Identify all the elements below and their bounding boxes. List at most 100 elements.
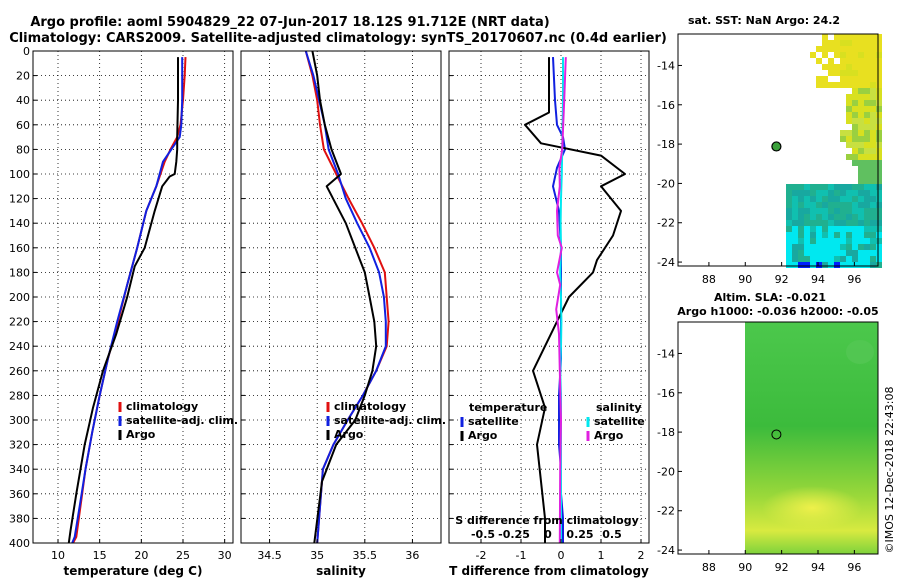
sst-pixel [846, 190, 852, 196]
sst-pixel [858, 256, 864, 262]
sst-pixel [876, 250, 882, 256]
sst-pixel [822, 46, 828, 52]
sst-pixel [870, 100, 876, 106]
sst-pixel [864, 142, 870, 148]
sst-pixel [864, 46, 870, 52]
salinity-panel: 34.5 35 35.5 36 salinity climatologysatellite… [240, 50, 446, 578]
sst-pixel [846, 154, 852, 160]
sst-pixel [840, 136, 846, 142]
sst-pixel [846, 58, 852, 64]
depth-tick-label: 100 [9, 168, 30, 181]
sst-pixel [840, 130, 846, 136]
sst-pixel [852, 124, 858, 130]
sst-pixel [870, 64, 876, 70]
depth-tick-label: 20 [16, 70, 30, 83]
sst-pixel [798, 226, 804, 232]
sst-pixel [852, 226, 858, 232]
sst-pixel [852, 202, 858, 208]
map-lat-tick-label: -16 [657, 99, 675, 112]
sst-pixel [876, 100, 882, 106]
sst-map-frame [677, 33, 879, 267]
sst-pixel [840, 244, 846, 250]
sst-pixel [840, 76, 846, 82]
figure-title-line2: Climatology: CARS2009. Satellite-adjuste… [9, 31, 667, 46]
difference-series-s-argo [555, 57, 567, 544]
sla-map-title: Altim. SLA: -0.021 [714, 291, 826, 304]
sst-pixel [822, 76, 828, 82]
sst-pixel [840, 46, 846, 52]
map-lat-tick-label: -18 [657, 426, 675, 439]
sst-pixel [876, 178, 882, 184]
sst-pixel [822, 34, 828, 40]
sst-pixel [828, 232, 834, 238]
sst-pixel [870, 166, 876, 172]
sst-pixel [870, 40, 876, 46]
sst-pixel [858, 88, 864, 94]
salinity-xtick-label: 35 [310, 549, 324, 562]
sst-pixel [852, 112, 858, 118]
sst-pixel [828, 202, 834, 208]
sst-pixel [864, 52, 870, 58]
sst-pixel [840, 250, 846, 256]
sst-pixel [852, 238, 858, 244]
sst-pixel [786, 238, 792, 244]
sst-pixel [828, 82, 834, 88]
sst-pixel [846, 232, 852, 238]
sst-pixel [828, 256, 834, 262]
depth-tick-label: 240 [9, 340, 30, 353]
sst-pixel [786, 196, 792, 202]
sst-pixel [810, 244, 816, 250]
sst-pixel [816, 226, 822, 232]
sst-pixel [846, 196, 852, 202]
sst-pixel [858, 250, 864, 256]
sst-pixel [858, 124, 864, 130]
sst-pixel [870, 52, 876, 58]
sst-map-panel: sat. SST: NaN Argo: 24.2 88 90 92 94 96 -14 -1… [657, 14, 882, 286]
sst-pixel [876, 154, 882, 160]
sst-pixel [858, 178, 864, 184]
sst-pixel [864, 178, 870, 184]
sst-pixel [810, 226, 816, 232]
sst-pixel [786, 214, 792, 220]
sst-pixel [846, 40, 852, 46]
sst-pixel [816, 214, 822, 220]
sst-pixel [852, 52, 858, 58]
sst-pixel [870, 262, 876, 268]
sst-pixel [828, 40, 834, 46]
salinity-legend-label: satellite-adj. clim. [334, 414, 446, 427]
sst-pixel [810, 238, 816, 244]
sst-pixel [798, 250, 804, 256]
sst-pixel [876, 94, 882, 100]
sst-pixel [870, 112, 876, 118]
map-lat-tick-label: -20 [657, 465, 675, 478]
sst-pixel [840, 34, 846, 40]
sst-pixel [816, 82, 822, 88]
sst-pixel [822, 256, 828, 262]
sst-pixel [864, 232, 870, 238]
sst-pixel [822, 250, 828, 256]
sst-pixel [834, 226, 840, 232]
map-lon-tick-label: 88 [702, 273, 716, 286]
sst-pixel [852, 250, 858, 256]
temperature-xtick-label: 20 [134, 549, 148, 562]
sst-pixel [864, 112, 870, 118]
sst-pixel [864, 244, 870, 250]
sst-pixel [834, 250, 840, 256]
sst-pixel [858, 196, 864, 202]
sst-pixel [864, 262, 870, 268]
sst-pixel [864, 100, 870, 106]
sst-pixel [822, 244, 828, 250]
sst-pixel [822, 202, 828, 208]
sst-pixel [792, 244, 798, 250]
temperature-xtick-label: 10 [51, 549, 65, 562]
sst-pixel [852, 88, 858, 94]
difference-panel: -2 -1 0 1 2 T difference from climatology temp… [448, 50, 650, 578]
sst-pixel [810, 202, 816, 208]
sst-pixel [792, 208, 798, 214]
sst-pixel [792, 226, 798, 232]
sst-pixel [846, 52, 852, 58]
sst-pixel [876, 46, 882, 52]
sst-pixel [810, 220, 816, 226]
sst-pixel [834, 34, 840, 40]
